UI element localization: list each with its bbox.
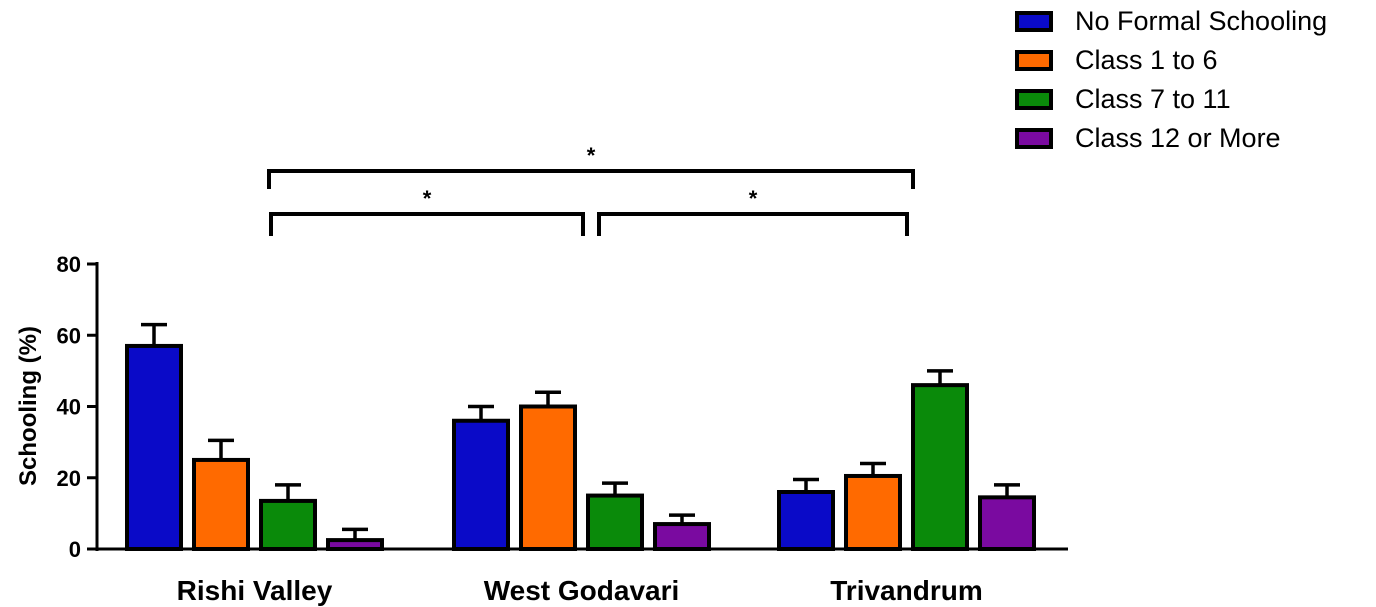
y-tick-label: 80 [57, 252, 81, 277]
x-category-label: West Godavari [484, 575, 680, 606]
x-category-label: Trivandrum [830, 575, 982, 606]
bar-trivandrum-4 [978, 495, 1036, 551]
legend-swatch [1015, 89, 1053, 110]
legend-label: Class 7 to 11 [1075, 84, 1231, 114]
significance-label: * [587, 143, 596, 168]
legend-label: Class 12 or More [1075, 123, 1281, 153]
legend-label: No Formal Schooling [1075, 6, 1327, 36]
y-tick-label: 0 [69, 537, 81, 562]
significance-brackets: * * * [267, 143, 915, 236]
bar-trivandrum-2 [844, 473, 902, 551]
bar-west-godavari-4 [653, 522, 711, 551]
y-tick-label: 20 [57, 466, 81, 491]
legend-swatch [1015, 11, 1053, 32]
y-tick-label: 40 [57, 395, 81, 420]
bar-west-godavari-3 [586, 493, 644, 551]
legend: No Formal Schooling Class 1 to 6 Class 7 t… [1015, 6, 1327, 153]
y-tick-label: 60 [57, 323, 81, 348]
significance-label: * [423, 186, 432, 211]
bar-rishi-valley-3 [259, 498, 317, 551]
bar-rishi-valley-4 [326, 538, 384, 551]
bar-trivandrum-1 [777, 490, 835, 551]
bar-west-godavari-1 [452, 418, 510, 551]
significance-label: * [749, 186, 758, 211]
bar-rishi-valley-2 [192, 457, 250, 551]
significance-bracket [269, 212, 585, 236]
legend-swatch [1015, 128, 1053, 149]
bar-west-godavari-2 [519, 404, 577, 551]
axes: 0 20 40 60 80 Rishi Valley West Godavari Trivan… [57, 252, 1068, 606]
bars [125, 322, 1036, 551]
significance-bracket [597, 212, 909, 236]
y-axis-title: Schooling (%) [15, 326, 42, 486]
bar-trivandrum-3 [911, 383, 969, 551]
x-category-label: Rishi Valley [177, 575, 333, 606]
legend-swatch [1015, 50, 1053, 71]
significance-bracket [267, 169, 915, 189]
bar-rishi-valley-1 [125, 343, 183, 551]
legend-label: Class 1 to 6 [1075, 45, 1218, 75]
